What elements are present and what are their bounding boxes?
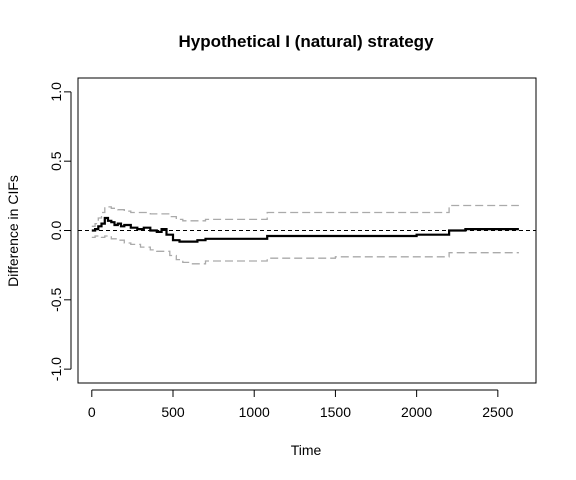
y-tick-label: 0.5 (48, 151, 64, 171)
estimate-line (91, 216, 519, 243)
y-axis: -1.0 -0.5 0.0 0.5 1.0 (48, 82, 72, 381)
upper-confidence-line (91, 204, 519, 227)
x-axis: 0 500 1000 1500 2000 2500 (88, 389, 514, 420)
x-tick-label: 1500 (320, 404, 351, 420)
plot-frame (77, 77, 537, 384)
x-axis-label: Time (291, 442, 322, 458)
y-tick-label: 0.0 (48, 221, 64, 241)
y-tick-label: -0.5 (48, 288, 64, 312)
x-tick-label: 0 (88, 404, 96, 420)
y-tick-label: -1.0 (48, 357, 64, 381)
chart-title: Hypothetical I (natural) strategy (178, 32, 434, 51)
y-axis-label: Difference in CIFs (5, 175, 21, 287)
x-tick-label: 2500 (482, 404, 513, 420)
lower-confidence-line (91, 235, 519, 265)
x-tick-label: 500 (161, 404, 185, 420)
x-tick-label: 1000 (239, 404, 270, 420)
y-tick-label: 1.0 (48, 82, 64, 102)
confidence-bands (91, 204, 519, 265)
x-tick-label: 2000 (401, 404, 432, 420)
estimate-layer (91, 216, 519, 243)
